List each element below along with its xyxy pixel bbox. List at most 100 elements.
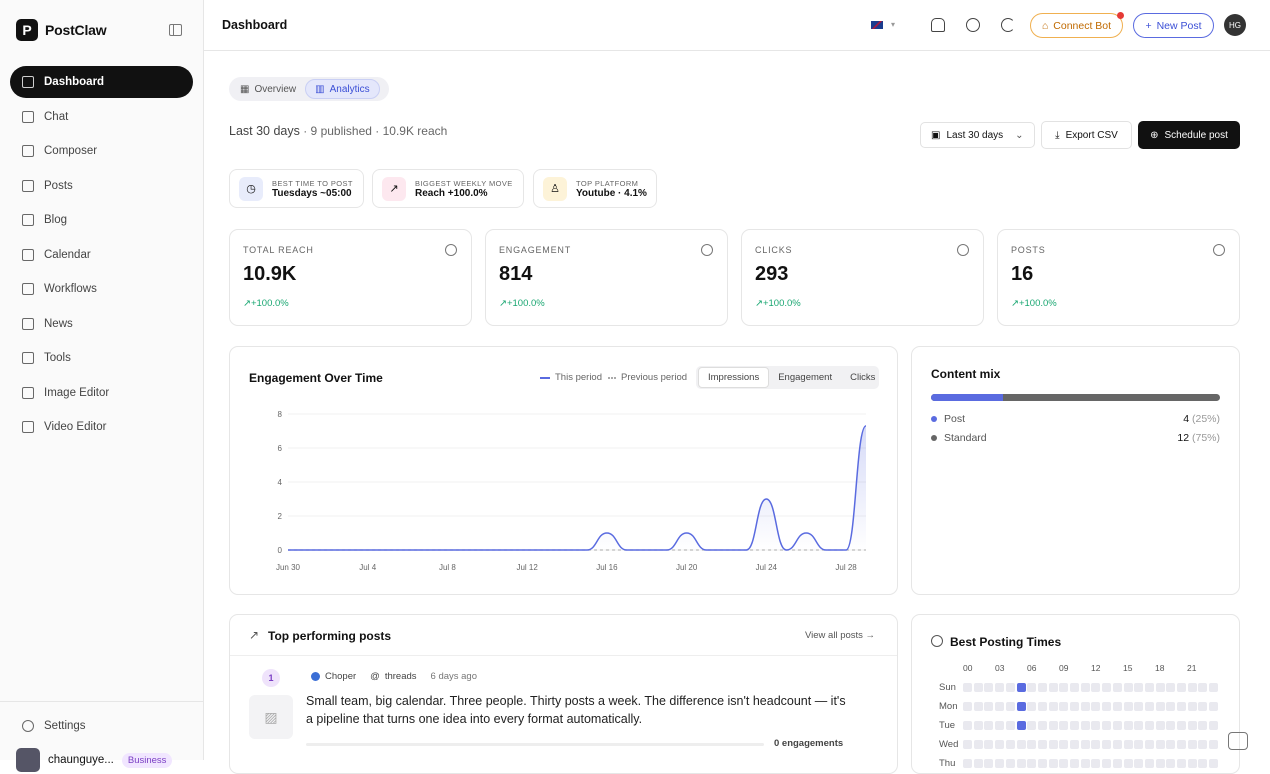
heat-cell[interactable]	[973, 740, 983, 749]
sidebar-item-composer[interactable]: Composer	[10, 135, 193, 167]
sidebar-item-workflows[interactable]: Workflows	[10, 273, 193, 305]
heat-cell[interactable]	[1144, 759, 1154, 768]
heat-cell[interactable]	[1187, 721, 1197, 730]
avatar[interactable]: HG	[1224, 14, 1246, 36]
sidebar-item-posts[interactable]: Posts	[10, 170, 193, 202]
metric-engagement[interactable]: Engagement	[778, 372, 833, 383]
heat-cell[interactable]	[1059, 683, 1069, 692]
heat-cell[interactable]	[995, 759, 1005, 768]
metric-impressions[interactable]: Impressions	[698, 367, 770, 388]
heat-cell[interactable]	[1112, 702, 1122, 711]
heat-cell[interactable]	[1134, 683, 1144, 692]
heat-cell[interactable]	[1016, 702, 1026, 711]
heat-cell[interactable]	[1155, 702, 1165, 711]
heat-cell[interactable]	[1155, 759, 1165, 768]
sidebar-toggle-icon[interactable]	[169, 24, 182, 36]
heat-cell[interactable]	[1080, 683, 1090, 692]
heat-cell[interactable]	[1166, 702, 1176, 711]
heat-cell[interactable]	[1005, 702, 1015, 711]
heat-cell[interactable]	[1134, 759, 1144, 768]
heat-cell[interactable]	[1059, 759, 1069, 768]
heat-cell[interactable]	[963, 721, 972, 730]
heat-cell[interactable]	[984, 721, 994, 730]
user-menu[interactable]: chaunguye... Business	[16, 748, 173, 772]
moon-icon[interactable]	[1001, 18, 1015, 32]
sidebar-item-dashboard[interactable]: Dashboard	[10, 66, 193, 98]
sidebar-item-chat[interactable]: Chat	[10, 101, 193, 133]
sidebar-item-settings[interactable]: Settings	[10, 710, 193, 742]
heat-cell[interactable]	[1070, 759, 1079, 768]
heat-cell[interactable]	[1198, 721, 1208, 730]
heat-cell[interactable]	[1048, 759, 1058, 768]
post-text[interactable]: Small team, big calendar. Three people. …	[306, 694, 846, 726]
heat-cell[interactable]	[1155, 721, 1165, 730]
heat-cell[interactable]	[1005, 683, 1015, 692]
tab-analytics[interactable]: ▥ Analytics	[305, 79, 380, 99]
sidebar-item-news[interactable]: News	[10, 308, 193, 340]
heat-cell[interactable]	[984, 702, 994, 711]
sidebar-item-blog[interactable]: Blog	[10, 204, 193, 236]
uk-flag-icon[interactable]	[871, 21, 883, 29]
heat-cell[interactable]	[1016, 721, 1026, 730]
sidebar-item-image-editor[interactable]: Image Editor	[10, 377, 193, 409]
heat-cell[interactable]	[1080, 759, 1090, 768]
heat-cell[interactable]	[1177, 721, 1186, 730]
heat-cell[interactable]	[1005, 721, 1015, 730]
heat-cell[interactable]	[1027, 759, 1037, 768]
heat-cell[interactable]	[1144, 740, 1154, 749]
heat-cell[interactable]	[1091, 740, 1101, 749]
heat-cell[interactable]	[1144, 721, 1154, 730]
date-range-select[interactable]: ▣ Last 30 days ⌄	[920, 122, 1035, 148]
heat-cell[interactable]	[1134, 740, 1144, 749]
heat-cell[interactable]	[1209, 683, 1219, 692]
heat-cell[interactable]	[1187, 740, 1197, 749]
heat-cell[interactable]	[1112, 759, 1122, 768]
heat-cell[interactable]	[1177, 759, 1186, 768]
heat-cell[interactable]	[1187, 683, 1197, 692]
heat-cell[interactable]	[1198, 759, 1208, 768]
heat-cell[interactable]	[1091, 683, 1101, 692]
heat-cell[interactable]	[1037, 759, 1047, 768]
heat-cell[interactable]	[963, 759, 972, 768]
heat-cell[interactable]	[973, 683, 983, 692]
heat-cell[interactable]	[1102, 740, 1112, 749]
help-icon[interactable]	[966, 18, 980, 32]
bell-icon[interactable]	[931, 18, 945, 32]
sidebar-item-video-editor[interactable]: Video Editor	[10, 411, 193, 443]
heat-cell[interactable]	[963, 683, 972, 692]
heat-cell[interactable]	[1123, 721, 1133, 730]
export-csv-button[interactable]: ⤓ Export CSV	[1041, 121, 1132, 149]
heat-cell[interactable]	[1102, 759, 1112, 768]
heat-cell[interactable]	[1005, 759, 1015, 768]
schedule-post-button[interactable]: ⊕ Schedule post	[1138, 121, 1240, 149]
heat-cell[interactable]	[1027, 740, 1037, 749]
heat-cell[interactable]	[1144, 683, 1154, 692]
chevron-down-icon[interactable]: ▾	[891, 20, 896, 29]
heat-cell[interactable]	[1187, 702, 1197, 711]
heat-cell[interactable]	[1134, 702, 1144, 711]
heat-cell[interactable]	[1134, 721, 1144, 730]
heat-cell[interactable]	[1048, 702, 1058, 711]
heat-cell[interactable]	[995, 721, 1005, 730]
heat-cell[interactable]	[1102, 721, 1112, 730]
heat-cell[interactable]	[973, 702, 983, 711]
heat-cell[interactable]	[1112, 721, 1122, 730]
heat-cell[interactable]	[1016, 759, 1026, 768]
heat-cell[interactable]	[984, 683, 994, 692]
heat-cell[interactable]	[1059, 721, 1069, 730]
heat-cell[interactable]	[1102, 683, 1112, 692]
heat-cell[interactable]	[984, 759, 994, 768]
heat-cell[interactable]	[1177, 683, 1186, 692]
heat-cell[interactable]	[984, 740, 994, 749]
heat-cell[interactable]	[1123, 683, 1133, 692]
heat-cell[interactable]	[973, 759, 983, 768]
heat-cell[interactable]	[1166, 721, 1176, 730]
heat-cell[interactable]	[973, 721, 983, 730]
heat-cell[interactable]	[1209, 721, 1219, 730]
heat-cell[interactable]	[1166, 759, 1176, 768]
heat-cell[interactable]	[1027, 702, 1037, 711]
heat-cell[interactable]	[1102, 702, 1112, 711]
heat-cell[interactable]	[1177, 702, 1186, 711]
heat-cell[interactable]	[1059, 740, 1069, 749]
heat-cell[interactable]	[1048, 740, 1058, 749]
